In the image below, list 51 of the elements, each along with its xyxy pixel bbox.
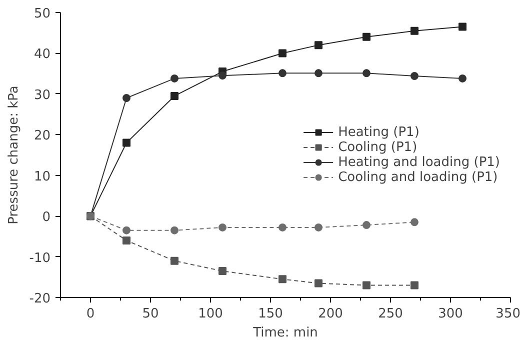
x-tick-label: 200	[318, 306, 343, 322]
point	[278, 69, 286, 78]
y-tick-label: 40	[34, 47, 51, 62]
legend-label: Heating and loading (P1)	[338, 154, 500, 170]
point	[410, 72, 418, 80]
point	[218, 72, 226, 80]
point	[362, 281, 370, 290]
y-tick-label: 10	[34, 169, 51, 184]
x-tick-label: 0	[86, 306, 95, 322]
point	[122, 94, 130, 102]
x-tick-label: 100	[198, 306, 223, 322]
point	[362, 32, 370, 41]
y-axis-title: Pressure change: kPa	[6, 86, 22, 224]
x-tick-label: 250	[378, 306, 403, 322]
point	[314, 69, 322, 78]
point	[314, 279, 322, 288]
point	[170, 92, 178, 100]
point	[218, 267, 226, 276]
point	[218, 223, 226, 232]
point	[314, 223, 322, 232]
x-tick-label: 350	[496, 306, 520, 322]
point	[170, 74, 178, 82]
y-tick-label: 50	[34, 6, 51, 22]
point	[410, 218, 418, 226]
point	[362, 221, 370, 230]
x-tick-label: 150	[258, 306, 283, 322]
x-tick-label: 50	[142, 306, 159, 322]
y-tick-label: 0	[42, 210, 51, 226]
x-axis-title: Time: min	[252, 326, 318, 340]
legend-label: Cooling (P1)	[338, 140, 418, 154]
point	[122, 138, 130, 147]
point	[410, 281, 418, 290]
point	[362, 69, 370, 78]
x-tick-label: 300	[438, 306, 463, 322]
point	[122, 226, 130, 234]
point	[458, 74, 466, 82]
point	[458, 22, 466, 31]
legend-label: Cooling and loading (P1)	[338, 170, 498, 184]
y-tick-label: 20	[34, 128, 51, 144]
y-tick-label: 30	[34, 88, 51, 103]
y-tick-label: -20	[29, 292, 50, 306]
point	[410, 26, 418, 35]
point	[170, 226, 178, 234]
point	[314, 41, 322, 50]
point	[122, 236, 130, 244]
point	[278, 223, 286, 232]
point	[278, 49, 286, 58]
point	[278, 275, 286, 284]
y-tick-label: -10	[29, 250, 50, 266]
point	[170, 256, 178, 265]
legend-label: Heating (P1)	[338, 124, 420, 140]
